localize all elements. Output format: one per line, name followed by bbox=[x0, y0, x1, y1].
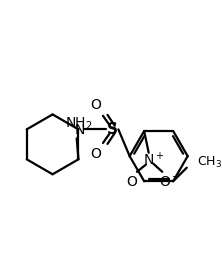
Text: N: N bbox=[74, 123, 85, 137]
Text: O$^-$: O$^-$ bbox=[159, 175, 180, 189]
Text: CH$_3$: CH$_3$ bbox=[197, 155, 222, 170]
Text: O: O bbox=[126, 175, 137, 189]
Text: S: S bbox=[107, 122, 117, 137]
Text: N$^+$: N$^+$ bbox=[143, 151, 164, 169]
Text: NH$_2$: NH$_2$ bbox=[65, 116, 92, 132]
Text: O: O bbox=[90, 98, 101, 112]
Text: O: O bbox=[90, 147, 101, 161]
